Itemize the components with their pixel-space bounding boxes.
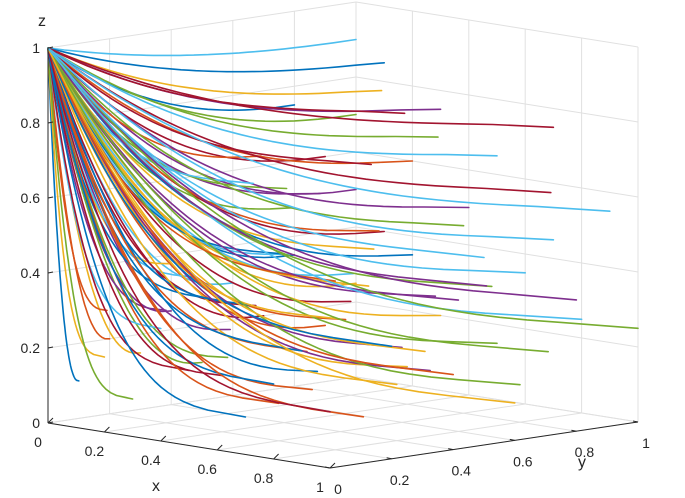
- y-tick-label: 0.8: [575, 444, 595, 460]
- y-tick-mark: [386, 457, 392, 460]
- x-tick-mark: [160, 435, 167, 442]
- trajectory-line: [47, 47, 331, 413]
- grid-line: [47, 226, 357, 274]
- y-axis-line: [329, 421, 639, 469]
- x-tick-label: 1: [316, 479, 324, 495]
- trajectory-line: [47, 47, 555, 241]
- trajectory-line: [47, 47, 393, 348]
- y-tick-mark: [509, 438, 515, 441]
- z-tick-label: 0.8: [21, 115, 41, 131]
- y-tick-label: 0: [334, 481, 342, 497]
- trajectory-line: [47, 47, 373, 166]
- trajectory-line: [47, 47, 365, 418]
- trajectory-line: [47, 47, 370, 287]
- x-tick-mark: [329, 462, 336, 469]
- trajectory-line: [47, 47, 80, 382]
- trajectory-line: [47, 47, 437, 298]
- y-tick-label: 0.2: [390, 472, 410, 488]
- grid-line: [355, 1, 639, 48]
- grid-line: [160, 394, 469, 442]
- y-tick-mark: [324, 466, 331, 469]
- z-tick-label: 0: [32, 415, 40, 431]
- grid-line: [355, 226, 639, 273]
- x-tick-mark: [104, 426, 110, 433]
- trajectory-line: [47, 47, 275, 385]
- trajectory-line: [47, 47, 485, 259]
- z-tick-mark: [47, 346, 54, 349]
- axes: [47, 46, 639, 469]
- trajectory-line: [47, 47, 583, 321]
- trajectory-line: [47, 47, 406, 115]
- z-tick-mark: [47, 121, 54, 124]
- trajectory-line: [47, 47, 106, 358]
- y-tick-label: 0.6: [513, 453, 533, 469]
- y-tick-mark: [448, 448, 454, 451]
- trajectory-line: [47, 47, 357, 195]
- grid-line: [355, 301, 639, 348]
- y-axis-label: y: [578, 454, 586, 471]
- trajectory-line: [47, 47, 265, 319]
- trajectory-line: [47, 47, 439, 138]
- trajectory-line: [47, 47, 639, 330]
- x-tick-label: 0.6: [197, 461, 217, 477]
- grid-line: [47, 376, 357, 424]
- grid-line: [355, 151, 639, 198]
- x-tick-label: 0.4: [141, 452, 161, 468]
- trajectory-line: [47, 47, 498, 157]
- trajectory-line: [47, 47, 398, 386]
- z-tick-label: 1: [32, 40, 40, 56]
- z-tick-label: 0.6: [21, 190, 41, 206]
- x-tick-mark: [273, 453, 279, 460]
- grid-line: [355, 76, 639, 123]
- grid-line: [109, 413, 392, 460]
- grid-line: [355, 376, 639, 423]
- z-tick-mark: [47, 271, 54, 274]
- z-tick-label: 0.2: [21, 340, 41, 356]
- trajectory-line: [47, 47, 224, 377]
- x-axis-line: [47, 422, 331, 469]
- trajectory-line: [47, 47, 190, 372]
- trajectory-line: [47, 47, 550, 353]
- y-tick-mark: [571, 429, 577, 432]
- x-tick-mark: [47, 417, 54, 424]
- trajectory-line: [47, 38, 357, 57]
- z-tick-label: 0.4: [21, 265, 41, 281]
- trajectory-line: [47, 47, 498, 345]
- trajectory-line: [47, 47, 555, 129]
- x-tick-mark: [216, 444, 223, 451]
- y-tick-label: 1: [642, 435, 650, 451]
- trajectory-line: [47, 47, 611, 212]
- x-tick-label: 0.2: [85, 443, 105, 459]
- trajectories: [47, 38, 639, 418]
- trajectory-line: [47, 47, 247, 418]
- trajectory-line: [47, 47, 386, 73]
- grid-line: [273, 412, 582, 460]
- trajectory-line: [47, 47, 108, 312]
- z-axis-label: z: [38, 13, 46, 30]
- z-tick-mark: [47, 196, 54, 199]
- grid-line: [294, 385, 577, 432]
- x-tick-label: 0.8: [254, 470, 274, 486]
- trajectory-line: [47, 47, 488, 287]
- trajectory-line: [47, 47, 465, 227]
- grid-line: [217, 403, 526, 451]
- y-tick-mark: [632, 420, 639, 423]
- x-tick-label: 0: [34, 434, 42, 450]
- trajectory-line: [47, 47, 134, 400]
- grid-line: [104, 385, 413, 433]
- y-tick-label: 0.4: [451, 463, 471, 479]
- x-axis-label: x: [152, 478, 160, 495]
- grid-line: [47, 1, 357, 49]
- trajectory-line: [47, 47, 516, 404]
- z-tick-mark: [47, 46, 54, 49]
- trajectory-line: [47, 47, 455, 376]
